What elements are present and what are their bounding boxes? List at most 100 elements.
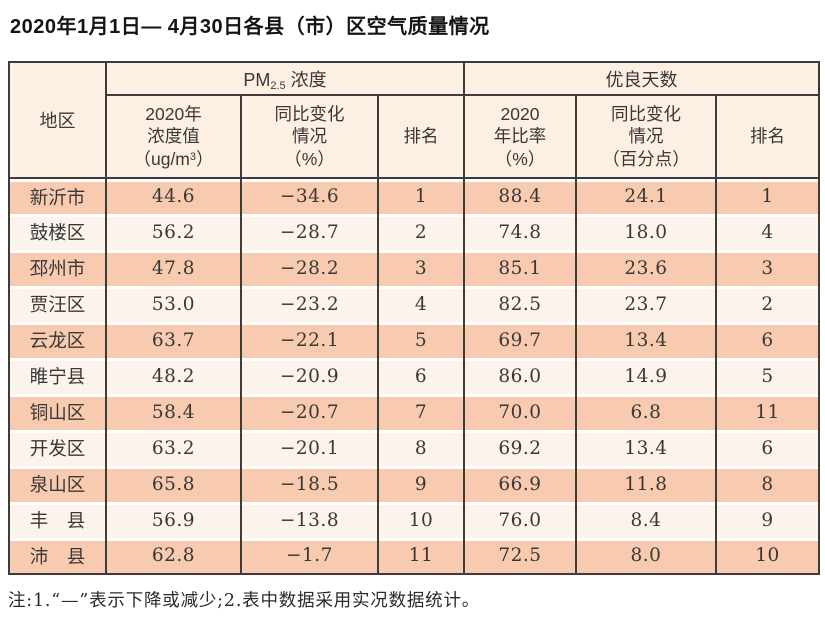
- header-region: 地区: [8, 61, 107, 179]
- table-row: 丰 县 56.9 −13.8 10 76.0 8.4 9: [8, 502, 821, 538]
- cell-pm-change: −34.6: [240, 178, 379, 214]
- header-gd-rate: 2020 年比率 （%）: [463, 94, 577, 179]
- cell-pm-change: −20.7: [240, 394, 379, 430]
- cell-pm-change: −28.7: [240, 214, 379, 250]
- cell-region: 沛 县: [8, 538, 107, 574]
- cell-region: 新沂市: [8, 178, 107, 214]
- cell-region: 睢宁县: [8, 358, 107, 394]
- header-pm-value: 2020年 浓度值 （ug/m3）: [105, 94, 242, 179]
- cell-gd-rate: 69.2: [463, 430, 577, 466]
- cell-pm-rank: 3: [377, 250, 465, 286]
- cell-pm-value: 58.4: [105, 394, 242, 430]
- cell-gd-rate: 85.1: [463, 250, 577, 286]
- cell-pm-change: −20.1: [240, 430, 379, 466]
- cell-gd-rate: 88.4: [463, 178, 577, 214]
- cell-pm-change: −18.5: [240, 466, 379, 502]
- cell-gd-change: 13.4: [575, 322, 717, 358]
- cell-pm-value: 63.7: [105, 322, 242, 358]
- cell-pm-change: −13.8: [240, 502, 379, 538]
- cell-region: 邳州市: [8, 250, 107, 286]
- cell-gd-rank: 11: [714, 394, 821, 430]
- cell-gd-rank: 10: [714, 538, 821, 574]
- header-pm-change: 同比变化 情况 （%）: [240, 94, 379, 179]
- table-row: 鼓楼区 56.2 −28.7 2 74.8 18.0 4: [8, 214, 821, 250]
- table-row: 铜山区 58.4 −20.7 7 70.0 6.8 11: [8, 394, 821, 430]
- cell-gd-change: 23.6: [575, 250, 717, 286]
- cell-gd-rate: 74.8: [463, 214, 577, 250]
- cell-pm-value: 56.9: [105, 502, 242, 538]
- pm-label-suffix: 浓度: [285, 69, 327, 90]
- table-row: 泉山区 65.8 −18.5 9 66.9 11.8 8: [8, 466, 821, 502]
- cell-pm-value: 62.8: [105, 538, 242, 574]
- header-group-pm25: PM2.5 浓度: [105, 61, 465, 96]
- cell-pm-change: −20.9: [240, 358, 379, 394]
- cell-region: 开发区: [8, 430, 107, 466]
- cell-gd-rank: 3: [714, 250, 821, 286]
- cell-pm-rank: 10: [377, 502, 465, 538]
- cell-region: 鼓楼区: [8, 214, 107, 250]
- page-title: 2020年1月1日— 4月30日各县（市）区空气质量情况: [10, 16, 490, 38]
- cell-region: 铜山区: [8, 394, 107, 430]
- pm-label: PM: [243, 69, 271, 90]
- cell-gd-rank: 4: [714, 214, 821, 250]
- cell-gd-rank: 5: [714, 358, 821, 394]
- footnote: 注:1.“—”表示下降或减少;2.表中数据采用实况数据统计。: [8, 591, 481, 611]
- cell-gd-change: 23.7: [575, 286, 717, 322]
- cell-gd-change: 8.0: [575, 538, 717, 574]
- cell-pm-rank: 11: [377, 538, 465, 574]
- table-row: 贾汪区 53.0 −23.2 4 82.5 23.7 2: [8, 286, 821, 322]
- cell-pm-change: −23.2: [240, 286, 379, 322]
- cell-gd-rank: 6: [714, 322, 821, 358]
- cell-pm-rank: 6: [377, 358, 465, 394]
- cell-pm-value: 47.8: [105, 250, 242, 286]
- cell-gd-change: 6.8: [575, 394, 717, 430]
- cell-gd-rate: 76.0: [463, 502, 577, 538]
- header-group-good-days: 优良天数: [462, 61, 821, 96]
- cell-gd-rate: 70.0: [463, 394, 577, 430]
- cell-pm-value: 65.8: [105, 466, 242, 502]
- cell-pm-rank: 5: [377, 322, 465, 358]
- table-row: 睢宁县 48.2 −20.9 6 86.0 14.9 5: [8, 358, 821, 394]
- table-row: 云龙区 63.7 −22.1 5 69.7 13.4 6: [8, 322, 821, 358]
- cell-gd-rank: 1: [714, 178, 821, 214]
- cell-pm-value: 53.0: [105, 286, 242, 322]
- header-gd-rank: 排名: [714, 94, 821, 179]
- cell-gd-rank: 2: [714, 286, 821, 322]
- cell-pm-rank: 7: [377, 394, 465, 430]
- cell-gd-change: 14.9: [575, 358, 717, 394]
- cell-gd-rank: 8: [714, 466, 821, 502]
- cell-region: 云龙区: [8, 322, 107, 358]
- cell-region: 贾汪区: [8, 286, 107, 322]
- header-pm-rank: 排名: [377, 94, 465, 179]
- cell-gd-change: 11.8: [575, 466, 717, 502]
- cell-pm-value: 48.2: [105, 358, 242, 394]
- cell-pm-rank: 4: [377, 286, 465, 322]
- cell-pm-change: −1.7: [240, 538, 379, 574]
- cell-gd-rank: 9: [714, 502, 821, 538]
- cell-gd-change: 8.4: [575, 502, 717, 538]
- cell-pm-change: −22.1: [240, 322, 379, 358]
- table-row: 开发区 63.2 −20.1 8 69.2 13.4 6: [8, 430, 821, 466]
- table-row: 新沂市 44.6 −34.6 1 88.4 24.1 1: [8, 178, 821, 214]
- pm-subscript: 2.5: [270, 79, 286, 92]
- header-gd-change: 同比变化 情况 （百分点）: [575, 94, 717, 179]
- cell-pm-change: −28.2: [240, 250, 379, 286]
- cell-gd-rate: 72.5: [463, 538, 577, 574]
- air-quality-table: 地区 PM2.5 浓度 优良天数 2020年 浓度值 （ug/m3） 同比变化 …: [8, 61, 821, 575]
- cell-gd-rate: 86.0: [463, 358, 577, 394]
- cell-pm-rank: 9: [377, 466, 465, 502]
- cell-region: 泉山区: [8, 466, 107, 502]
- cell-pm-value: 63.2: [105, 430, 242, 466]
- cell-gd-rate: 69.7: [463, 322, 577, 358]
- table-header: 地区 PM2.5 浓度 优良天数 2020年 浓度值 （ug/m3） 同比变化 …: [8, 61, 821, 179]
- cell-pm-rank: 1: [377, 178, 465, 214]
- cell-region: 丰 县: [8, 502, 107, 538]
- cell-pm-rank: 2: [377, 214, 465, 250]
- cell-gd-rate: 82.5: [463, 286, 577, 322]
- cell-gd-change: 18.0: [575, 214, 717, 250]
- header-group-row: 地区 PM2.5 浓度 优良天数: [8, 61, 821, 179]
- cell-gd-rank: 6: [714, 430, 821, 466]
- cell-gd-rate: 66.9: [463, 466, 577, 502]
- header-sub-row: 2020年 浓度值 （ug/m3） 同比变化 情况 （%） 排名 2020 年比…: [9, 94, 821, 179]
